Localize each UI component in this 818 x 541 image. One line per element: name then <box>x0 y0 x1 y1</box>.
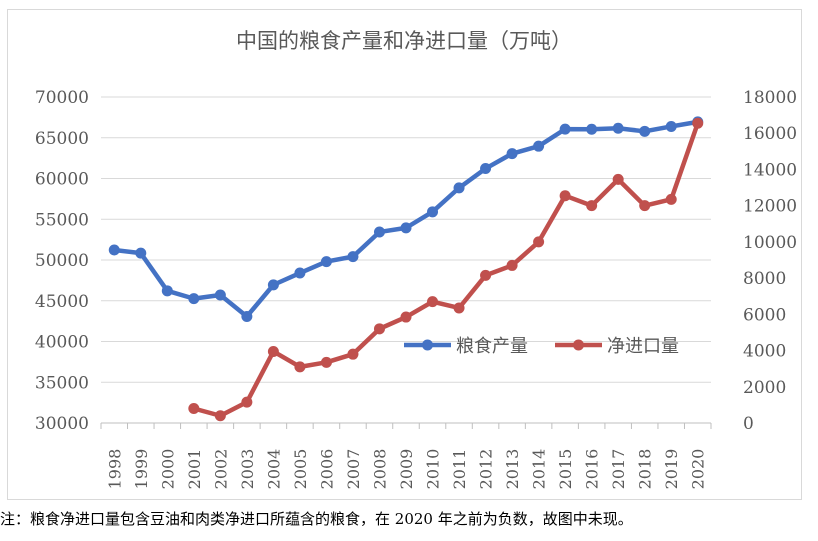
x-tick-label: 2016 <box>583 449 602 490</box>
data-point-series-1 <box>241 396 253 408</box>
data-point-series-0 <box>612 122 624 134</box>
x-tick-label: 2010 <box>424 449 443 490</box>
left-tick-label: 60000 <box>35 170 89 190</box>
left-y-axis: 30000 35000 40000 45000 50000 55000 60000 65000… <box>35 88 89 434</box>
gridlines <box>101 96 711 424</box>
x-tick-label: 2020 <box>689 449 708 490</box>
data-point-series-0 <box>267 279 279 291</box>
x-tick-label: 2002 <box>211 449 230 490</box>
data-point-series-0 <box>108 244 120 256</box>
right-y-axis: 0 2000 4000 6000 8000 10000 12000 14000 16000 180… <box>743 88 797 434</box>
x-tick-label: 1999 <box>132 449 151 490</box>
data-point-series-1 <box>586 200 598 212</box>
data-point-series-1 <box>533 236 545 248</box>
legend: 粮食产量 净进口量 <box>404 336 679 357</box>
x-tick-label: 2001 <box>185 449 204 490</box>
data-point-series-0 <box>400 222 412 234</box>
data-point-series-0 <box>506 148 518 160</box>
left-tick-label: 55000 <box>35 210 89 230</box>
data-point-series-0 <box>480 163 492 175</box>
x-tick-label: 2013 <box>503 449 522 490</box>
data-point-series-0 <box>294 267 306 279</box>
left-tick-label: 45000 <box>35 292 89 312</box>
right-tick-label: 12000 <box>743 197 797 217</box>
left-tick-label: 40000 <box>35 333 89 353</box>
data-point-series-0 <box>161 285 173 297</box>
data-point-series-0 <box>639 125 651 137</box>
legend-label-production: 粮食产量 <box>456 336 528 357</box>
x-tick-label: 2015 <box>556 449 575 490</box>
data-point-series-1 <box>347 348 359 360</box>
data-point-series-1 <box>400 311 412 323</box>
data-point-series-0 <box>188 293 200 305</box>
x-tick-label: 2005 <box>291 449 310 490</box>
data-point-series-1 <box>267 345 279 357</box>
x-tick-label: 2003 <box>238 449 257 490</box>
left-tick-label: 50000 <box>35 251 89 271</box>
data-point-series-1 <box>294 361 306 373</box>
chart-svg: 中国的粮食产量和净进口量（万吨） 30000350004000045000500… <box>35 29 797 490</box>
x-tick-label: 2008 <box>370 449 389 490</box>
data-point-series-0 <box>214 289 226 301</box>
data-point-series-0 <box>665 120 677 132</box>
data-point-series-1 <box>506 259 518 271</box>
x-tick-label: 1998 <box>105 449 124 490</box>
footnote: 注：粮食净进口量包含豆油和肉类净进口所蕴含的粮食，在 2020 年之前为负数，故… <box>0 510 633 528</box>
data-point-series-0 <box>347 251 359 263</box>
x-axis: 1998 1999 2000 2001 2002 2003 2004 2005 2006 2007… <box>100 422 712 490</box>
right-tick-label: 14000 <box>743 160 797 180</box>
series-layer <box>108 116 704 422</box>
left-tick-label: 70000 <box>35 88 89 108</box>
data-point-series-1 <box>453 302 465 314</box>
right-tick-label: 10000 <box>743 233 797 253</box>
legend-marker-dot-net-import <box>573 339 584 351</box>
right-tick-label: 4000 <box>743 342 786 362</box>
data-point-series-0 <box>533 140 545 152</box>
x-tick-label: 2011 <box>450 449 469 490</box>
x-tick-label: 2012 <box>477 449 496 490</box>
chart-title: 中国的粮食产量和净进口量（万吨） <box>236 29 572 53</box>
x-tick-label: 2009 <box>397 449 416 490</box>
data-point-series-1 <box>692 117 704 129</box>
x-tick-label: 2014 <box>530 449 549 490</box>
data-point-series-0 <box>586 123 598 135</box>
data-point-series-0 <box>453 182 465 194</box>
right-tick-label: 0 <box>743 414 754 434</box>
data-point-series-0 <box>427 206 439 218</box>
x-tick-label: 2006 <box>317 449 336 490</box>
chart-frame: 中国的粮食产量和净进口量（万吨） 30000 35000 40000 45000 500… <box>7 9 802 500</box>
right-tick-label: 16000 <box>743 124 797 144</box>
data-point-series-0 <box>241 310 253 322</box>
data-point-series-0 <box>373 226 385 238</box>
x-tick-label: 2007 <box>344 449 363 490</box>
series-line-1 <box>191 121 700 419</box>
data-point-series-0 <box>320 256 332 268</box>
x-tick-label: 2019 <box>662 449 681 490</box>
data-point-series-1 <box>612 173 624 185</box>
data-point-series-1 <box>188 403 200 415</box>
data-point-series-1 <box>373 323 385 335</box>
data-point-series-0 <box>135 247 147 259</box>
data-point-series-1 <box>480 269 492 281</box>
data-point-series-1 <box>320 356 332 368</box>
right-tick-label: 18000 <box>743 88 797 108</box>
x-tick-label: 2017 <box>609 449 628 490</box>
right-tick-label: 6000 <box>743 305 786 325</box>
legend-label-net-import: 净进口量 <box>607 336 679 357</box>
data-point-series-1 <box>639 200 651 212</box>
data-point-series-1 <box>214 410 226 422</box>
left-tick-label: 30000 <box>35 414 89 434</box>
legend-marker-dot-production <box>422 339 433 351</box>
x-tick-label: 2000 <box>158 449 177 490</box>
data-point-series-0 <box>559 123 571 135</box>
x-tick-label: 2018 <box>636 449 655 490</box>
right-tick-label: 2000 <box>743 378 786 398</box>
left-tick-label: 35000 <box>35 373 89 393</box>
data-point-series-1 <box>665 193 677 205</box>
data-point-series-1 <box>559 190 571 202</box>
right-tick-label: 8000 <box>743 269 786 289</box>
left-tick-label: 65000 <box>35 129 89 149</box>
data-point-series-1 <box>427 296 439 308</box>
x-tick-label: 2004 <box>264 449 283 490</box>
